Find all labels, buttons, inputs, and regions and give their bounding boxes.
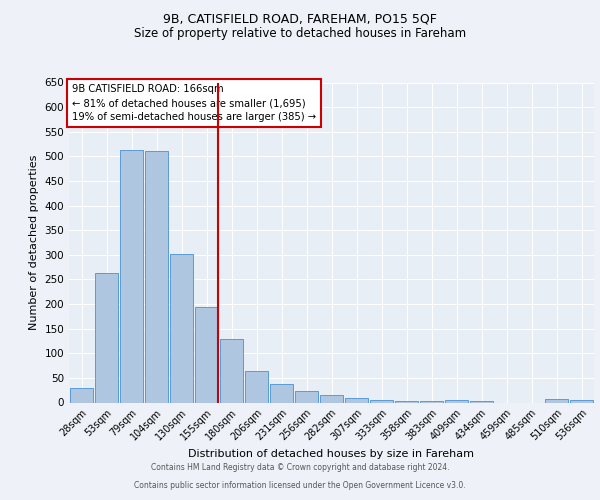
Bar — [470, 400, 493, 402]
Bar — [545, 398, 568, 402]
Bar — [395, 400, 418, 402]
Bar — [245, 372, 268, 402]
Bar — [70, 388, 94, 402]
Bar — [119, 150, 143, 402]
Bar — [269, 384, 293, 402]
Bar — [569, 400, 593, 402]
Text: Contains public sector information licensed under the Open Government Licence v3: Contains public sector information licen… — [134, 481, 466, 490]
Bar — [320, 395, 343, 402]
Bar — [194, 306, 218, 402]
Bar — [220, 338, 244, 402]
Bar — [170, 254, 193, 402]
Text: Size of property relative to detached houses in Fareham: Size of property relative to detached ho… — [134, 28, 466, 40]
Text: Contains HM Land Registry data © Crown copyright and database right 2024.: Contains HM Land Registry data © Crown c… — [151, 464, 449, 472]
Bar — [145, 152, 169, 402]
Text: 9B, CATISFIELD ROAD, FAREHAM, PO15 5QF: 9B, CATISFIELD ROAD, FAREHAM, PO15 5QF — [163, 12, 437, 26]
Bar — [370, 400, 394, 402]
Text: 9B CATISFIELD ROAD: 166sqm
← 81% of detached houses are smaller (1,695)
19% of s: 9B CATISFIELD ROAD: 166sqm ← 81% of deta… — [71, 84, 316, 122]
Y-axis label: Number of detached properties: Number of detached properties — [29, 155, 39, 330]
Bar — [344, 398, 368, 402]
X-axis label: Distribution of detached houses by size in Fareham: Distribution of detached houses by size … — [188, 449, 475, 459]
Bar — [419, 400, 443, 402]
Bar — [95, 273, 118, 402]
Bar — [295, 391, 319, 402]
Bar — [445, 400, 469, 402]
